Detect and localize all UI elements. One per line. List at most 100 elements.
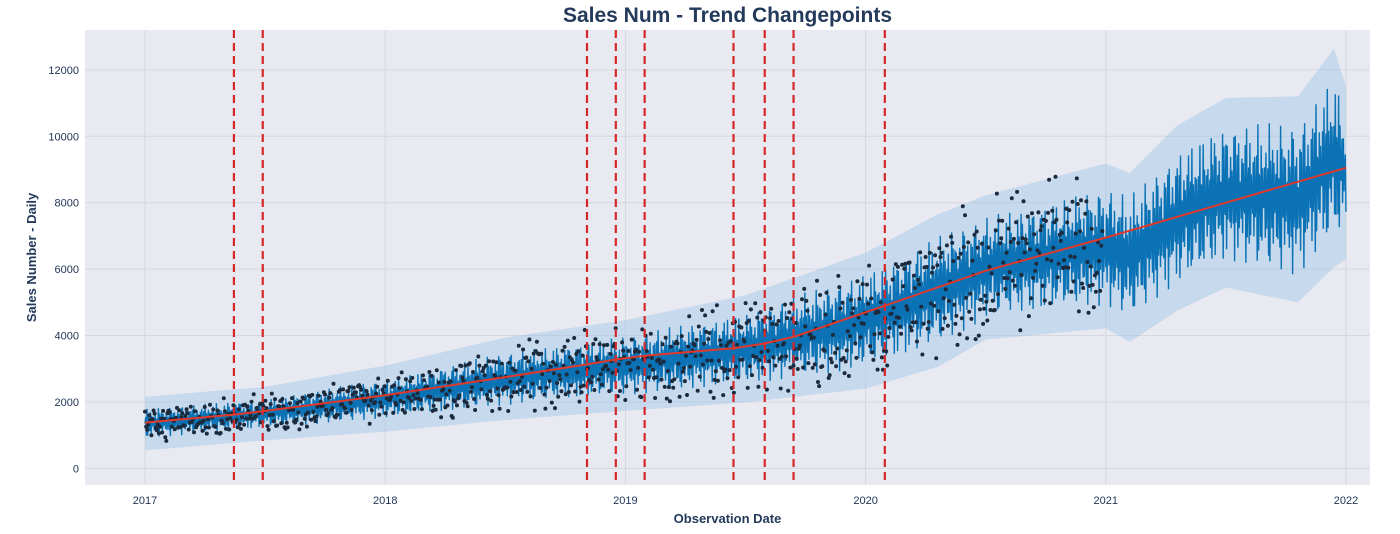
observed-point [914, 320, 918, 325]
observed-point [1039, 224, 1044, 229]
observed-point [1020, 236, 1025, 241]
observed-point [869, 296, 874, 301]
observed-point [389, 394, 393, 399]
y-tick-label: 0 [73, 463, 79, 475]
observed-point [202, 405, 207, 409]
observed-point [518, 388, 523, 392]
observed-point [221, 396, 226, 401]
observed-point [760, 365, 765, 370]
observed-point [388, 397, 392, 402]
observed-point [952, 302, 957, 307]
observed-point [425, 384, 430, 389]
observed-point [1088, 264, 1093, 269]
y-tick-label: 10000 [48, 131, 79, 143]
x-tick-label: 2020 [853, 495, 877, 507]
observed-point [380, 387, 385, 392]
observed-point [1043, 218, 1048, 223]
observed-point [1096, 240, 1101, 245]
observed-point [895, 264, 900, 269]
grid-lines [85, 30, 1370, 485]
observed-point [928, 301, 933, 306]
observed-point [803, 324, 808, 329]
observed-point [428, 395, 433, 399]
observed-point [290, 396, 294, 401]
observed-point [926, 320, 931, 324]
observed-point [1025, 214, 1030, 219]
observed-point [950, 240, 955, 245]
observed-point [623, 398, 628, 402]
observed-point [559, 389, 564, 394]
observed-point [816, 380, 820, 384]
observed-point [878, 300, 883, 305]
observed-point [385, 378, 390, 383]
observed-point [1098, 288, 1103, 293]
observed-point [418, 397, 423, 402]
observed-point [848, 334, 852, 339]
observed-point [429, 373, 434, 378]
observed-point [269, 391, 274, 396]
observed-point [497, 406, 502, 411]
observed-point [532, 408, 537, 413]
observed-point [598, 372, 603, 377]
observed-point [1067, 208, 1072, 213]
observed-point [682, 379, 687, 384]
observed-point [714, 303, 719, 308]
observed-point [434, 368, 439, 373]
observed-point [1082, 245, 1087, 250]
observed-point [561, 363, 566, 368]
observed-point [445, 403, 450, 408]
observed-point [706, 337, 711, 341]
observed-point [494, 360, 499, 365]
observed-points [143, 174, 1105, 443]
observed-point [247, 416, 252, 421]
observed-point [369, 408, 374, 413]
observed-point [908, 325, 913, 330]
observed-point [773, 363, 778, 368]
observed-point [751, 354, 756, 358]
observed-point [479, 387, 484, 392]
observed-point [237, 421, 242, 426]
observed-point [846, 374, 851, 378]
observed-point [1003, 286, 1008, 291]
observed-point [840, 300, 845, 305]
observed-point [167, 410, 172, 415]
observed-point [659, 377, 664, 382]
observed-point [999, 236, 1004, 241]
observed-point [379, 404, 384, 409]
observed-point [887, 326, 892, 330]
observed-point [719, 343, 724, 348]
observed-point [244, 416, 249, 421]
observed-point [770, 322, 775, 326]
observed-point [454, 368, 458, 373]
observed-point [392, 383, 397, 388]
observed-point [441, 387, 446, 392]
observed-point [482, 373, 487, 378]
observed-point [800, 297, 804, 302]
observed-point [330, 406, 335, 410]
observed-point [351, 385, 356, 390]
observed-point [665, 369, 670, 373]
observed-point [919, 304, 924, 309]
observed-point [820, 364, 825, 369]
observed-point [1000, 218, 1005, 223]
observed-point [671, 385, 676, 390]
observed-point [1029, 296, 1033, 301]
observed-point [1064, 206, 1069, 211]
observed-point [506, 409, 511, 413]
observed-point [1037, 251, 1042, 255]
observed-point [754, 355, 759, 360]
y-tick-label: 4000 [55, 331, 79, 343]
observed-point [789, 301, 794, 306]
observed-point [273, 397, 277, 402]
observed-point [505, 385, 510, 390]
observed-point [692, 343, 697, 348]
observed-point [401, 400, 406, 405]
observed-point [335, 412, 340, 417]
observed-point [513, 368, 518, 373]
observed-point [879, 355, 884, 360]
observed-point [398, 398, 403, 403]
observed-point [945, 323, 950, 328]
observed-point [281, 404, 286, 409]
observed-point [590, 374, 595, 379]
